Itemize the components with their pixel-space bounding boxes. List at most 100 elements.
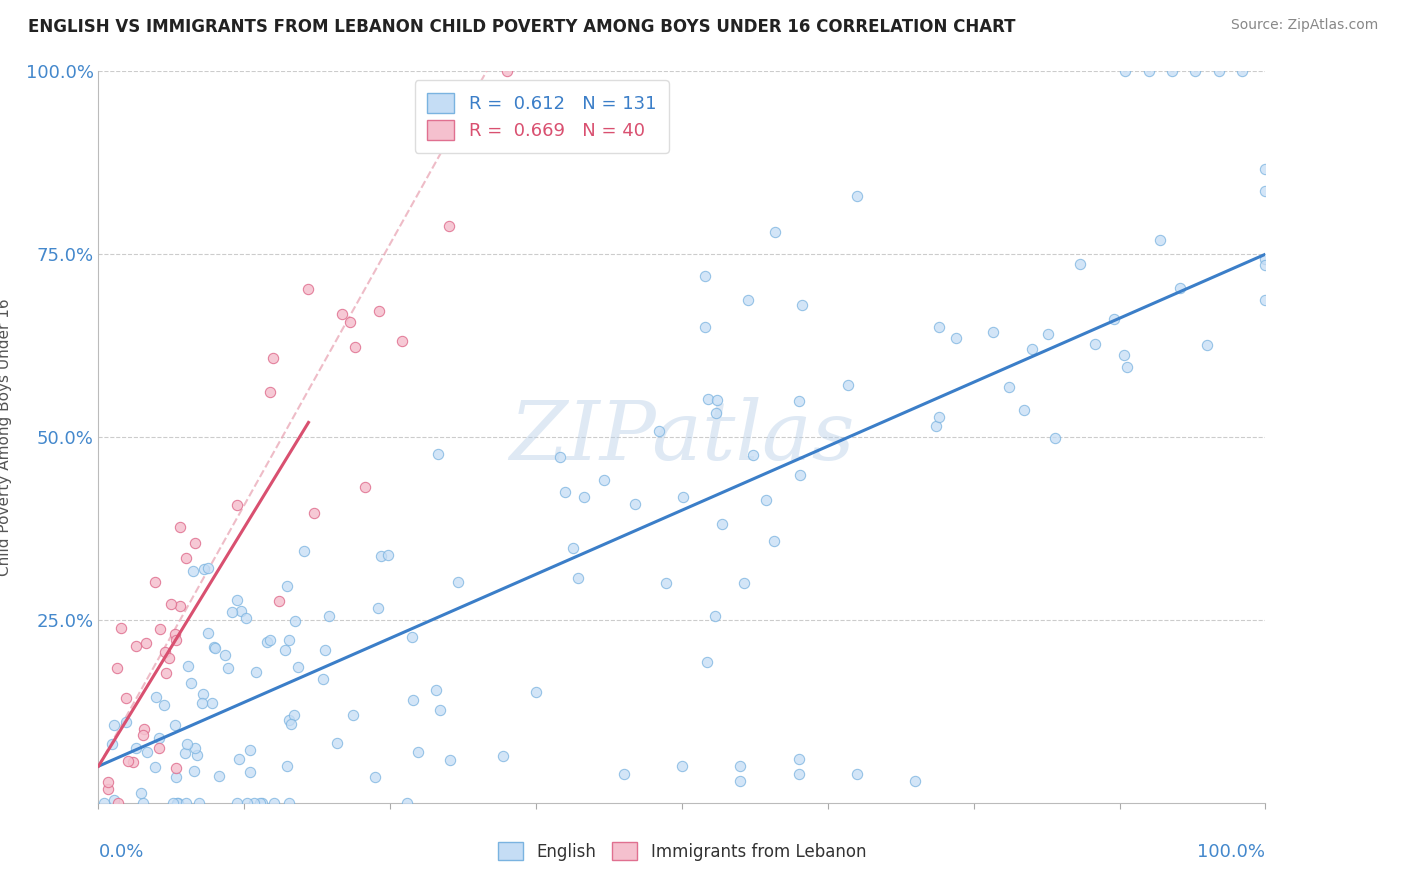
Point [787, 766, 810, 780]
Point [239, 742, 262, 756]
Point [183, 564, 205, 578]
Point [276, 759, 298, 773]
Point [733, 576, 755, 591]
Point [284, 615, 307, 629]
Point [671, 759, 693, 773]
Point [225, 592, 247, 607]
Point [342, 708, 364, 723]
Point [186, 747, 208, 762]
Point [187, 796, 209, 810]
Point [1195, 338, 1218, 352]
Point [846, 766, 869, 780]
Point [238, 765, 260, 780]
Point [236, 796, 259, 810]
Point [302, 506, 325, 520]
Point [277, 796, 299, 810]
Text: ENGLISH VS IMMIGRANTS FROM LEBANON CHILD POVERTY AMONG BOYS UNDER 16 CORRELATION: ENGLISH VS IMMIGRANTS FROM LEBANON CHILD… [28, 18, 1015, 36]
Point [162, 796, 184, 810]
Point [256, 635, 278, 649]
Point [574, 490, 596, 504]
Point [274, 643, 297, 657]
Point [115, 715, 138, 730]
Point [368, 304, 391, 318]
Point [787, 393, 810, 408]
Point [148, 731, 170, 745]
Point [93, 796, 115, 810]
Point [197, 626, 219, 640]
Point [103, 718, 125, 732]
Point [755, 492, 778, 507]
Point [695, 269, 717, 284]
Point [1114, 64, 1136, 78]
Point [169, 599, 191, 614]
Point [179, 676, 201, 690]
Point [259, 632, 281, 647]
Point [131, 786, 153, 800]
Point [1069, 257, 1091, 271]
Point [1102, 311, 1125, 326]
Point [704, 608, 727, 623]
Point [165, 770, 187, 784]
Point [314, 642, 336, 657]
Point [567, 571, 589, 585]
Point [135, 745, 157, 759]
Point [165, 633, 187, 648]
Point [425, 682, 447, 697]
Point [1168, 281, 1191, 295]
Point [697, 392, 720, 406]
Point [1254, 293, 1277, 307]
Point [439, 753, 461, 767]
Point [1084, 337, 1107, 351]
Point [790, 298, 813, 312]
Point [155, 665, 177, 680]
Point [737, 293, 759, 308]
Point [184, 536, 207, 550]
Point [1116, 359, 1139, 374]
Point [592, 474, 614, 488]
Point [208, 769, 231, 783]
Point [249, 796, 271, 810]
Point [945, 331, 967, 345]
Point [548, 450, 571, 464]
Point [166, 796, 188, 810]
Point [235, 611, 257, 625]
Point [1021, 343, 1043, 357]
Legend: English, Immigrants from Lebanon: English, Immigrants from Lebanon [491, 836, 873, 868]
Point [110, 621, 132, 635]
Point [367, 600, 389, 615]
Point [344, 340, 367, 354]
Point [928, 409, 950, 424]
Point [167, 796, 190, 810]
Point [287, 660, 309, 674]
Point [200, 696, 222, 710]
Point [252, 796, 274, 810]
Point [228, 752, 250, 766]
Point [174, 796, 197, 810]
Point [174, 550, 197, 565]
Point [704, 406, 727, 420]
Point [204, 641, 226, 656]
Point [427, 447, 450, 461]
Point [1184, 64, 1206, 78]
Point [762, 533, 785, 548]
Text: 100.0%: 100.0% [1198, 843, 1265, 861]
Point [1036, 326, 1059, 341]
Point [176, 737, 198, 751]
Point [143, 760, 166, 774]
Point [143, 575, 166, 590]
Point [145, 690, 167, 705]
Point [101, 737, 124, 751]
Point [159, 597, 181, 611]
Point [429, 703, 451, 717]
Point [1161, 64, 1184, 78]
Point [132, 722, 155, 736]
Point [135, 635, 157, 649]
Point [96, 782, 118, 797]
Point [339, 315, 361, 329]
Point [1254, 258, 1277, 272]
Point [1012, 403, 1035, 417]
Text: Source: ZipAtlas.com: Source: ZipAtlas.com [1230, 18, 1378, 32]
Point [190, 696, 212, 710]
Point [741, 448, 763, 462]
Point [312, 672, 335, 686]
